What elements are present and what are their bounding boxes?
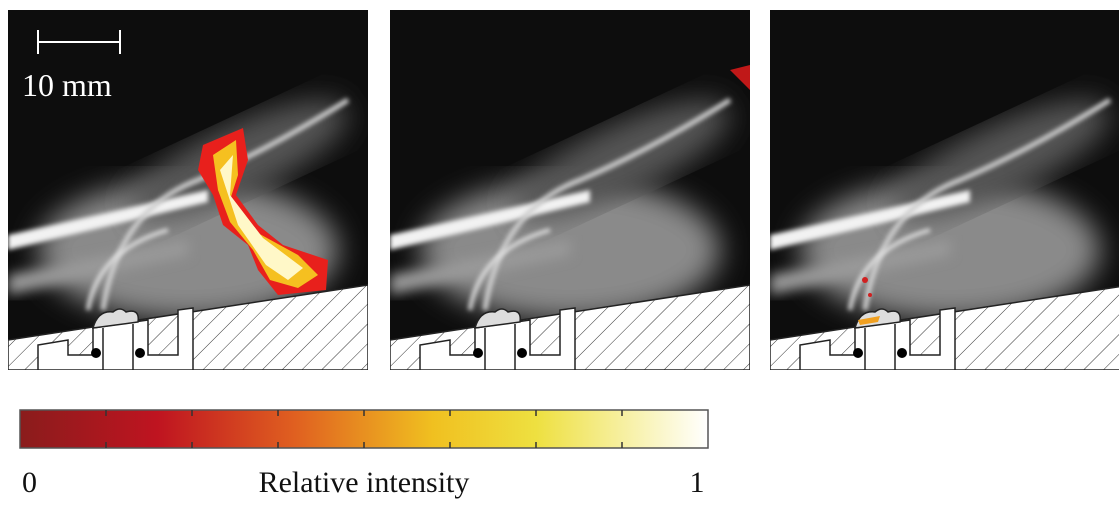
- figure: 10 mm 0 Relative intensity 1: [0, 0, 1119, 500]
- image-panel-2: [390, 10, 750, 370]
- colorbar-title: Relative intensity: [259, 466, 470, 499]
- image-panel-3: [770, 10, 1119, 370]
- colorbar-min-label: 0: [22, 466, 37, 499]
- colorbar: 0 Relative intensity 1: [20, 410, 708, 499]
- scale-bar-label: 10 mm: [22, 67, 112, 103]
- image-panel-1: 10 mm: [8, 10, 368, 370]
- colorbar-max-label: 1: [690, 466, 705, 499]
